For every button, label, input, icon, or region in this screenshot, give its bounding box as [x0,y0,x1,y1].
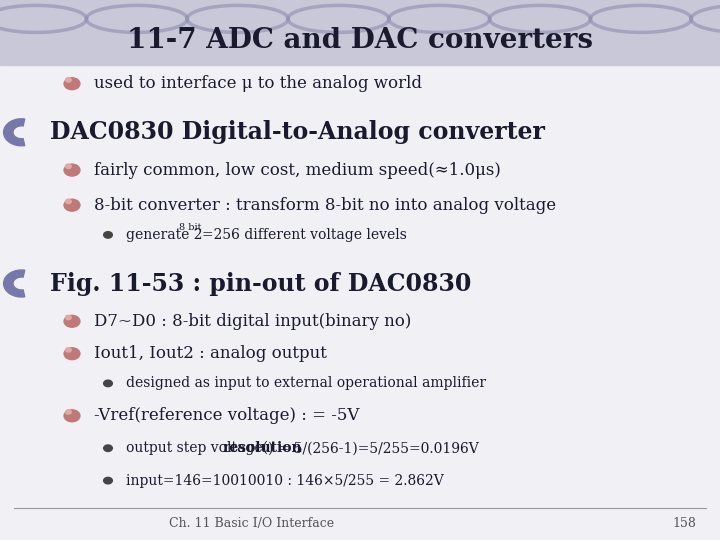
Ellipse shape [66,315,71,320]
Ellipse shape [64,410,80,422]
Text: designed as input to external operational amplifier: designed as input to external operationa… [126,376,486,390]
Wedge shape [4,270,24,297]
Text: Fig. 11-53 : pin-out of DAC0830: Fig. 11-53 : pin-out of DAC0830 [50,272,472,295]
Text: 8 bit: 8 bit [179,224,201,232]
Text: output step voltage(: output step voltage( [126,441,268,455]
Text: 158: 158 [672,517,696,530]
Ellipse shape [66,348,71,352]
Ellipse shape [104,477,112,484]
Ellipse shape [64,315,80,327]
Wedge shape [4,119,24,146]
Text: 8-bit converter : transform 8-bit no into analog voltage: 8-bit converter : transform 8-bit no int… [94,197,556,214]
Ellipse shape [104,232,112,238]
Text: used to interface μ to the analog world: used to interface μ to the analog world [94,75,422,92]
Ellipse shape [64,78,80,90]
Text: fairly common, low cost, medium speed(≈1.0μs): fairly common, low cost, medium speed(≈1… [94,161,500,179]
Text: D7~D0 : 8-bit digital input(binary no): D7~D0 : 8-bit digital input(binary no) [94,313,411,330]
Ellipse shape [66,78,71,82]
Ellipse shape [64,348,80,360]
Text: Ch. 11 Basic I/O Interface: Ch. 11 Basic I/O Interface [169,517,335,530]
Text: -Vref(reference voltage) : = -5V: -Vref(reference voltage) : = -5V [94,407,359,424]
Text: Iout1, Iout2 : analog output: Iout1, Iout2 : analog output [94,345,326,362]
Bar [0,0,720,65]
Text: resolution: resolution [222,441,302,455]
Text: =256 different voltage levels: =256 different voltage levels [202,228,407,242]
Text: 11-7 ADC and DAC converters: 11-7 ADC and DAC converters [127,27,593,54]
Ellipse shape [66,164,71,168]
Text: input=146=10010010 : 146×5/255 = 2.862V: input=146=10010010 : 146×5/255 = 2.862V [126,474,444,488]
Ellipse shape [104,380,112,387]
Ellipse shape [104,445,112,451]
Ellipse shape [64,164,80,176]
Text: generate 2: generate 2 [126,228,202,242]
Text: ) = 5/(256-1)=5/255=0.0196V: ) = 5/(256-1)=5/255=0.0196V [268,441,479,455]
Ellipse shape [66,410,71,414]
Ellipse shape [66,199,71,204]
Text: DAC0830 Digital-to-Analog converter: DAC0830 Digital-to-Analog converter [50,120,545,144]
Ellipse shape [64,199,80,211]
